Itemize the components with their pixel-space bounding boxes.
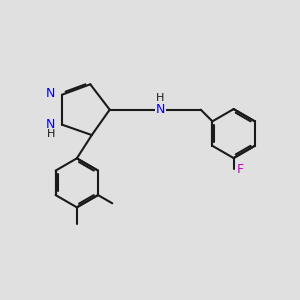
Text: H: H xyxy=(47,130,55,140)
Text: F: F xyxy=(237,163,244,176)
Text: N: N xyxy=(46,118,55,131)
Text: H: H xyxy=(156,93,165,103)
Text: N: N xyxy=(156,103,165,116)
Text: N: N xyxy=(46,87,55,100)
